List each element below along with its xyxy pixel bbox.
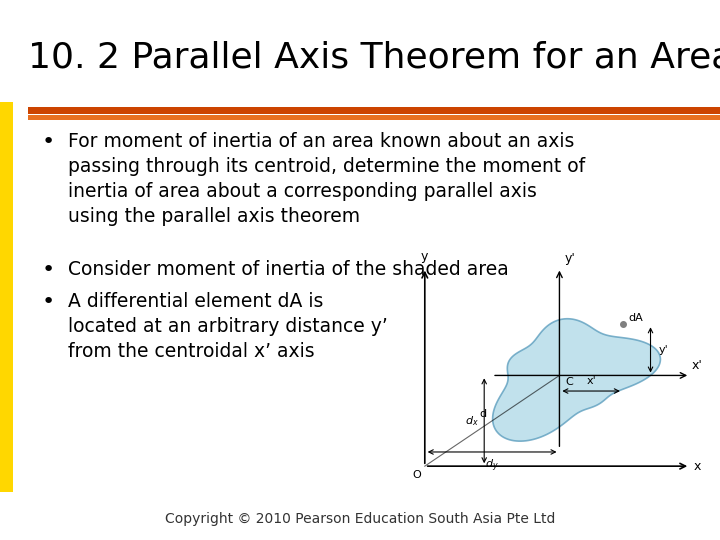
Text: x: x xyxy=(694,460,701,472)
Text: •: • xyxy=(42,292,55,312)
Text: •: • xyxy=(42,260,55,280)
Text: x': x' xyxy=(586,376,596,386)
Text: O: O xyxy=(412,470,420,481)
Text: 10. 2 Parallel Axis Theorem for an Area: 10. 2 Parallel Axis Theorem for an Area xyxy=(28,40,720,74)
Text: d: d xyxy=(479,409,486,420)
Bar xyxy=(0,102,13,492)
Text: $d_x$: $d_x$ xyxy=(464,414,478,428)
Text: y': y' xyxy=(564,252,575,265)
Text: For moment of inertia of an area known about an axis
passing through its centroi: For moment of inertia of an area known a… xyxy=(68,132,585,226)
Text: A differential element dA is
located at an arbitrary distance y’
from the centro: A differential element dA is located at … xyxy=(68,292,388,361)
Bar xyxy=(28,107,720,114)
Polygon shape xyxy=(492,319,660,441)
Text: Copyright © 2010 Pearson Education South Asia Pte Ltd: Copyright © 2010 Pearson Education South… xyxy=(165,512,555,526)
Text: y: y xyxy=(421,251,428,264)
Text: $d_y$: $d_y$ xyxy=(485,457,499,474)
Text: y': y' xyxy=(659,345,668,355)
Text: dA: dA xyxy=(629,313,644,323)
Text: C: C xyxy=(565,377,573,387)
Text: Consider moment of inertia of the shaded area: Consider moment of inertia of the shaded… xyxy=(68,260,509,279)
Text: x': x' xyxy=(692,359,703,372)
Text: •: • xyxy=(42,132,55,152)
Bar xyxy=(28,115,720,120)
